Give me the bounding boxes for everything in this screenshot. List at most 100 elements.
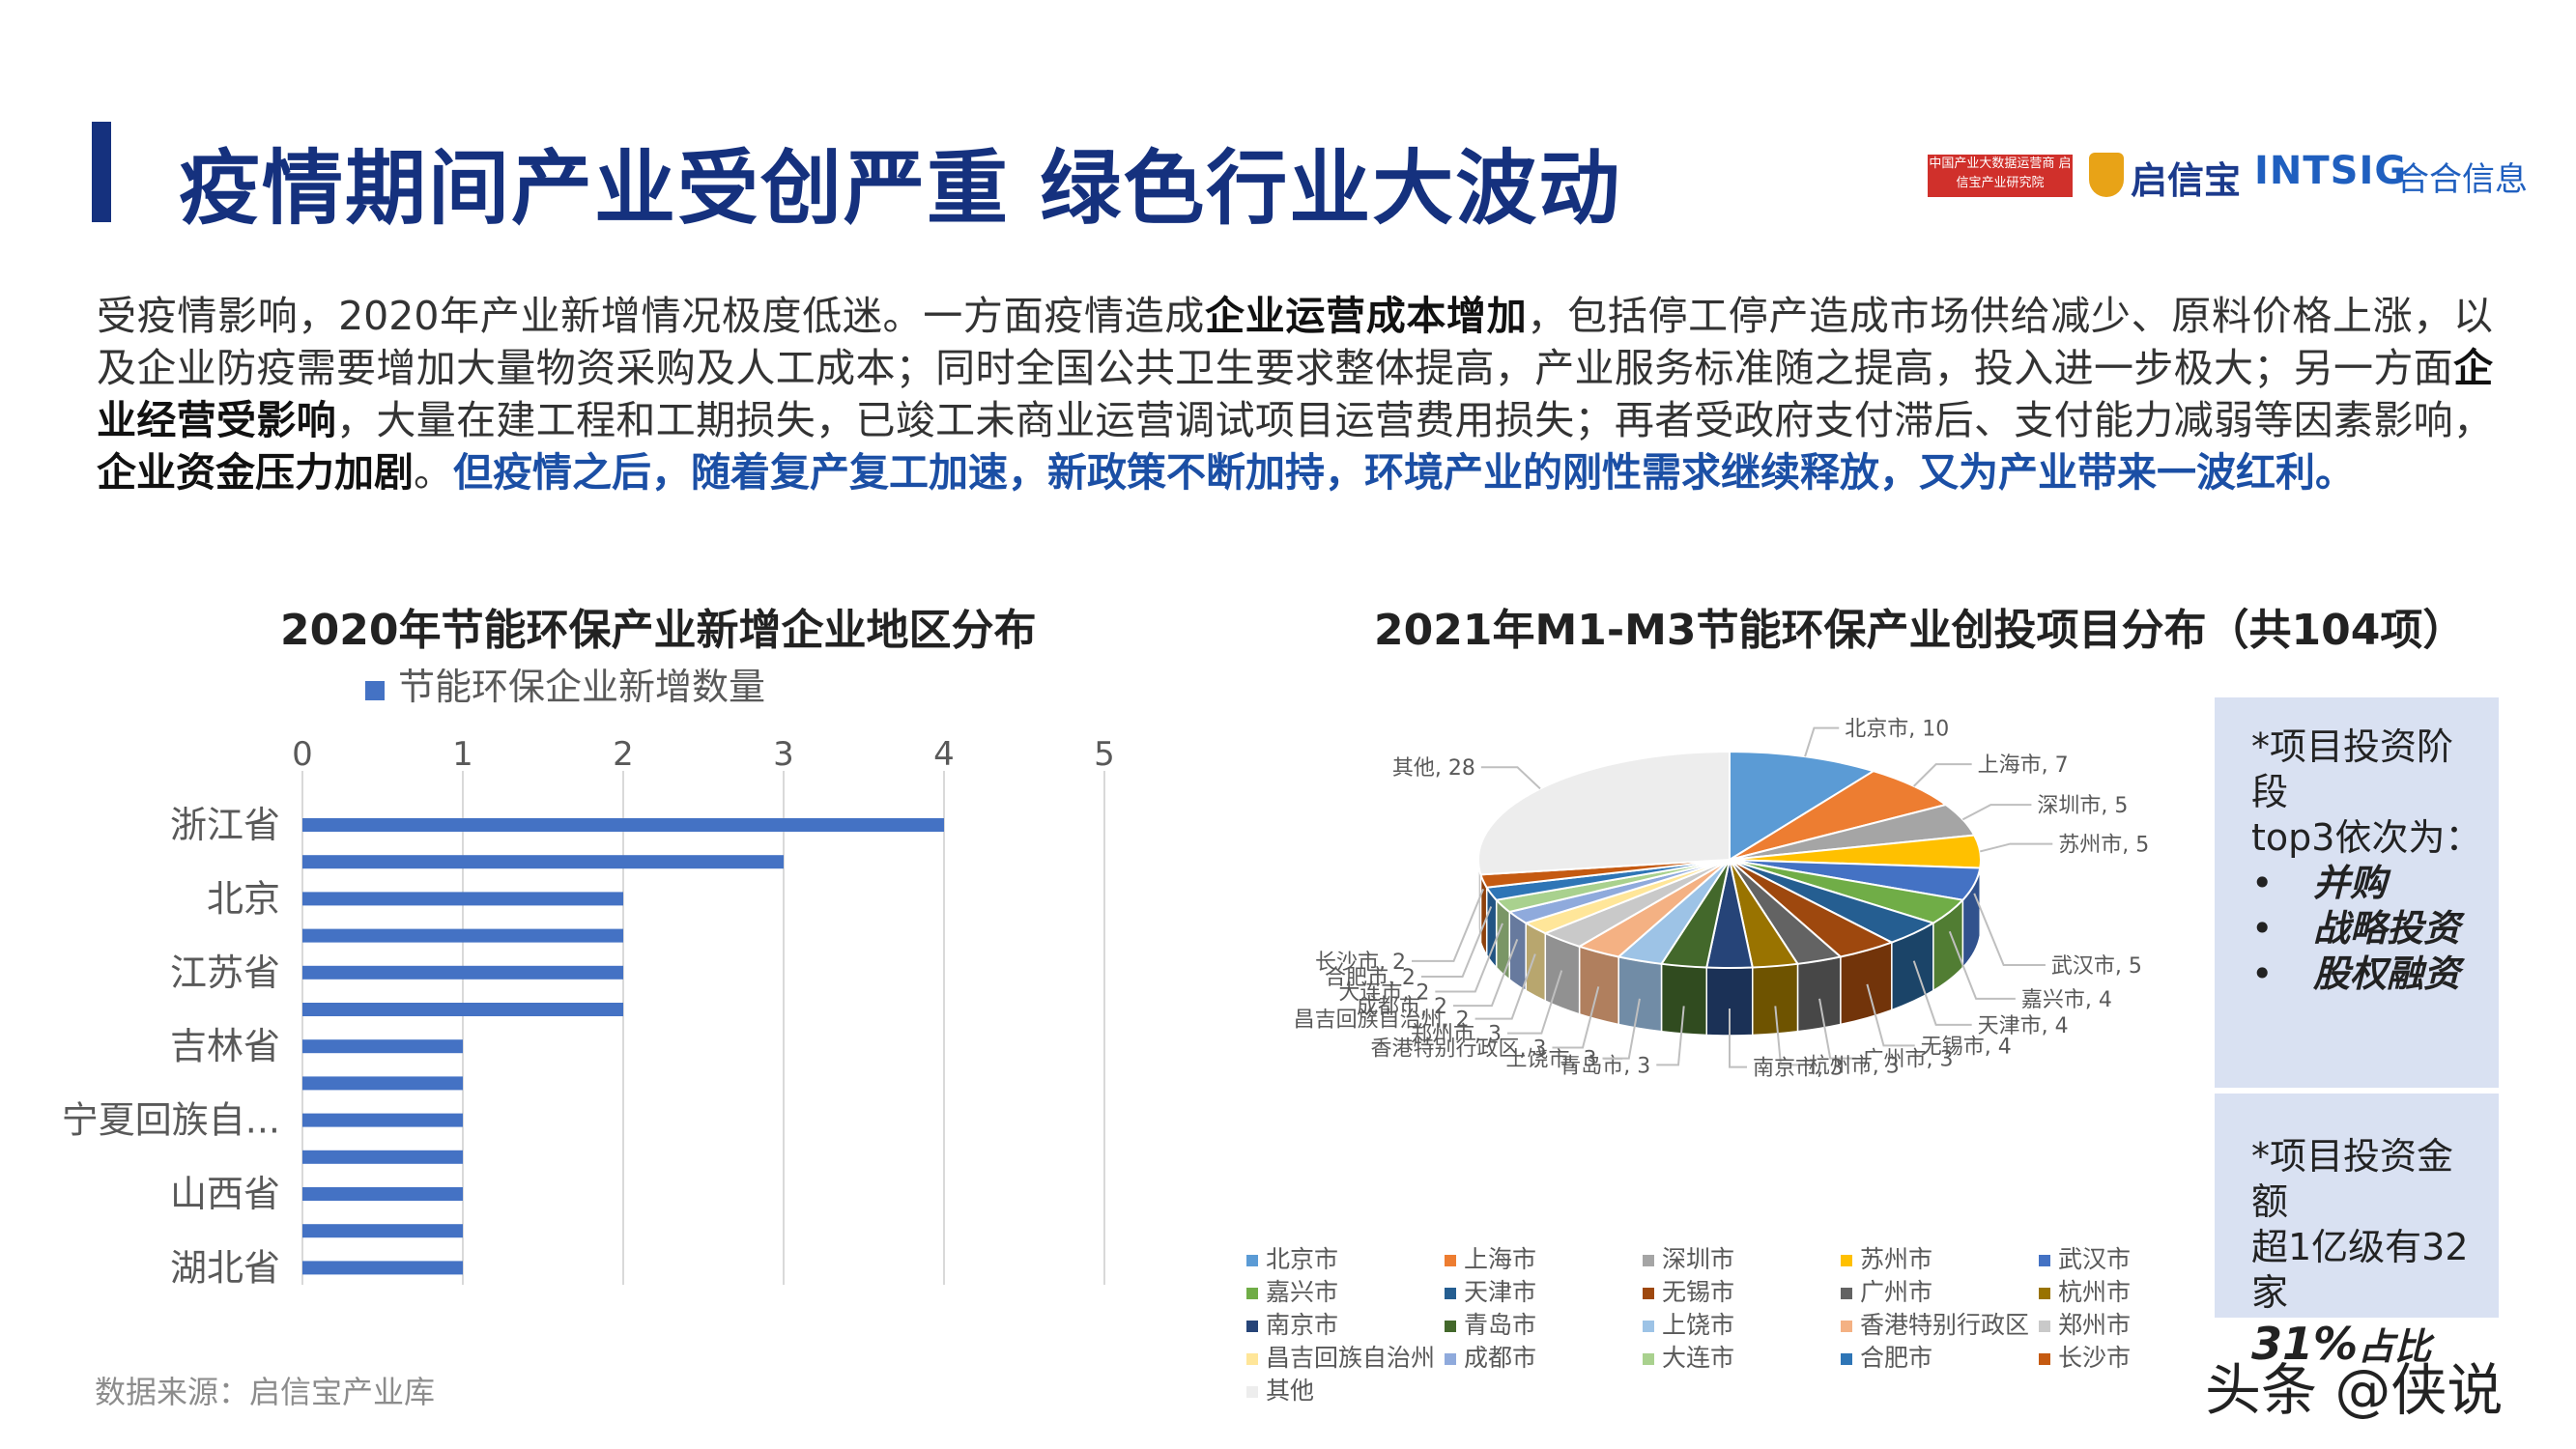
bar: [302, 1076, 463, 1091]
pie-slice: [1729, 750, 1876, 862]
pie-legend-item: 深圳市: [1643, 1240, 1734, 1275]
pie-data-label: 郑州市, 3: [1411, 1023, 1502, 1047]
pie-data-label: 广州市, 3: [1863, 1048, 1954, 1072]
pie-legend-item: 南京市: [1246, 1306, 1338, 1341]
intro-bold-3: 企业资金压力加剧: [97, 449, 414, 496]
pie-leader-line: [1973, 893, 2046, 966]
bar-category-label: 浙江省: [170, 804, 280, 846]
bar-category-label: 山西省: [170, 1173, 280, 1215]
pie-slice-side: [1796, 955, 1842, 1033]
pie-legend-item: 成都市: [1445, 1339, 1536, 1374]
bar-x-tick-label: 4: [933, 735, 955, 774]
pie-legend-swatch: [1841, 1288, 1852, 1299]
pie-leader-line: [1913, 763, 1972, 787]
pie-leader-line: [1412, 888, 1485, 962]
title-accent-bar: [92, 122, 111, 222]
pie-data-label: 南京市, 3: [1753, 1057, 1844, 1081]
pie-slice: [1477, 750, 1731, 876]
pie-legend-label: 长沙市: [2058, 1344, 2132, 1372]
pie-legend-item: 上饶市: [1643, 1306, 1734, 1341]
pie-leader-line: [1602, 998, 1641, 1060]
bar: [302, 1003, 623, 1016]
pie-legend-item: 长沙市: [2039, 1339, 2131, 1374]
pie-data-label: 长沙市, 2: [1315, 951, 1406, 975]
pie-data-label: 昌吉回族自治州, 2: [1294, 1009, 1470, 1033]
pie-legend-label: 天津市: [1464, 1278, 1537, 1306]
pie-legend-label: 成都市: [1464, 1344, 1537, 1372]
pie-legend-label: 大连市: [1662, 1344, 1735, 1372]
pie-legend-label: 昌吉回族自治州: [1266, 1344, 1436, 1372]
pie-slice-side: [1617, 955, 1663, 1033]
pie-legend-swatch: [1445, 1288, 1456, 1299]
bar: [302, 928, 623, 943]
pie-legend-item: 合肥市: [1841, 1339, 1932, 1374]
stage-item: • 战略投资: [2251, 907, 2461, 950]
pie-data-label: 成都市, 2: [1357, 995, 1447, 1019]
bar: [302, 855, 784, 869]
pie-legend-item: 天津市: [1445, 1273, 1536, 1308]
intro-text-1: 受疫情影响，2020年产业新增情况极度低迷。一方面疫情造成: [97, 293, 1205, 339]
pie-legend-swatch: [1445, 1353, 1456, 1365]
pie-legend-swatch: [1643, 1321, 1654, 1332]
pie-legend-swatch: [1246, 1321, 1258, 1332]
pie-legend-label: 合肥市: [1860, 1344, 1933, 1372]
pie-legend-item: 其他: [1246, 1372, 1314, 1406]
pie-data-label: 嘉兴市, 4: [2021, 988, 2112, 1012]
stage-item: • 并购: [2251, 862, 2388, 904]
bar-category-label: 湖北省: [170, 1246, 280, 1289]
bar-category-label: 北京: [207, 877, 280, 920]
pie-leader-line: [1774, 1006, 1803, 1066]
partner-logo: 中国产业大数据运营商 启信宝产业研究院: [1928, 155, 2073, 197]
watermark: 头条 @侠说: [2205, 1357, 2504, 1423]
pie-legend-swatch: [1246, 1288, 1258, 1299]
pie-data-label: 香港特别行政区, 3: [1370, 1037, 1546, 1062]
intro-paragraph: 受疫情影响，2020年产业新增情况极度低迷。一方面疫情造成企业运营成本增加，包括…: [97, 290, 2493, 498]
pie-legend-label: 上饶市: [1662, 1311, 1735, 1339]
bar-category-label: 吉林省: [170, 1025, 280, 1067]
bar: [302, 1113, 463, 1127]
pie-slice: [1729, 770, 1949, 861]
pie-leader-line: [1506, 970, 1563, 1035]
stage-box-title: *项目投资阶段: [2251, 725, 2454, 813]
pie-legend-swatch: [1841, 1255, 1852, 1266]
pie-data-label: 苏州市, 5: [2058, 834, 2149, 858]
pie-legend-swatch: [1445, 1321, 1456, 1332]
pie-chart-title: 2021年M1-M3节能环保产业创投项目分布（共104项）: [1374, 606, 2466, 655]
pie-legend-swatch: [1643, 1288, 1654, 1299]
data-source-note: 数据来源：启信宝产业库: [95, 1374, 436, 1410]
investment-amount-box: *项目投资金额 超1亿级有32家 31%占比: [2215, 1094, 2499, 1368]
intro-text-2: ，包括停工停产造成市场供给减少、原料价格上涨，以及企业防疫需要增加大量物资采购及…: [97, 293, 2494, 391]
pie-legend-swatch: [1445, 1255, 1456, 1266]
pie-data-label: 大连市, 2: [1338, 980, 1429, 1005]
pie-data-label: 无锡市, 4: [1921, 1035, 2012, 1059]
pie-legend-label: 深圳市: [1662, 1245, 1735, 1273]
intro-text-3: ，大量在建工程和工期损失，已竣工未商业运营调试项目运营费用损失；再者受政府支付滞…: [336, 397, 2494, 443]
bar: [302, 1039, 463, 1054]
intro-text-4: 。: [414, 449, 453, 496]
amount-box-line2: 超1亿级有32家: [2251, 1226, 2469, 1314]
pie-slice-side: [1578, 945, 1619, 1026]
pie-leader-line: [1961, 804, 2032, 821]
bar-legend-swatch: [365, 681, 385, 700]
pie-legend-label: 上海市: [1464, 1245, 1537, 1273]
pie-data-label: 上饶市, 3: [1505, 1048, 1596, 1072]
intro-highlight: 但疫情之后，随着复产复工加速，新政策不断加持，环境产业的刚性需求继续释放，又为产…: [453, 449, 2355, 496]
pie-legend-label: 苏州市: [1860, 1245, 1933, 1273]
pie-legend-item: 香港特别行政区: [1841, 1306, 2029, 1341]
pie-leader-line: [1866, 983, 1915, 1047]
pie-legend-swatch: [2039, 1255, 2050, 1266]
pie-leader-line: [1480, 766, 1541, 790]
pie-legend-item: 广州市: [1841, 1273, 1932, 1308]
pie-slice-side: [1525, 922, 1547, 1003]
pie-legend-item: 昌吉回族自治州: [1246, 1339, 1435, 1374]
bar: [302, 1187, 463, 1201]
pie-legend-item: 北京市: [1246, 1240, 1338, 1275]
page-title: 疫情期间产业受创严重 绿色行业大波动: [179, 141, 1622, 236]
bar-x-tick-label: 0: [292, 735, 313, 774]
stage-item: • 股权融资: [2251, 952, 2461, 995]
pie-legend-swatch: [1246, 1386, 1258, 1398]
pie-leader-line: [1474, 953, 1536, 1020]
pie-data-label: 北京市, 10: [1845, 718, 1949, 742]
qixinbao-logo-text: 启信宝: [2131, 159, 2242, 202]
pie-legend-swatch: [1246, 1255, 1258, 1266]
